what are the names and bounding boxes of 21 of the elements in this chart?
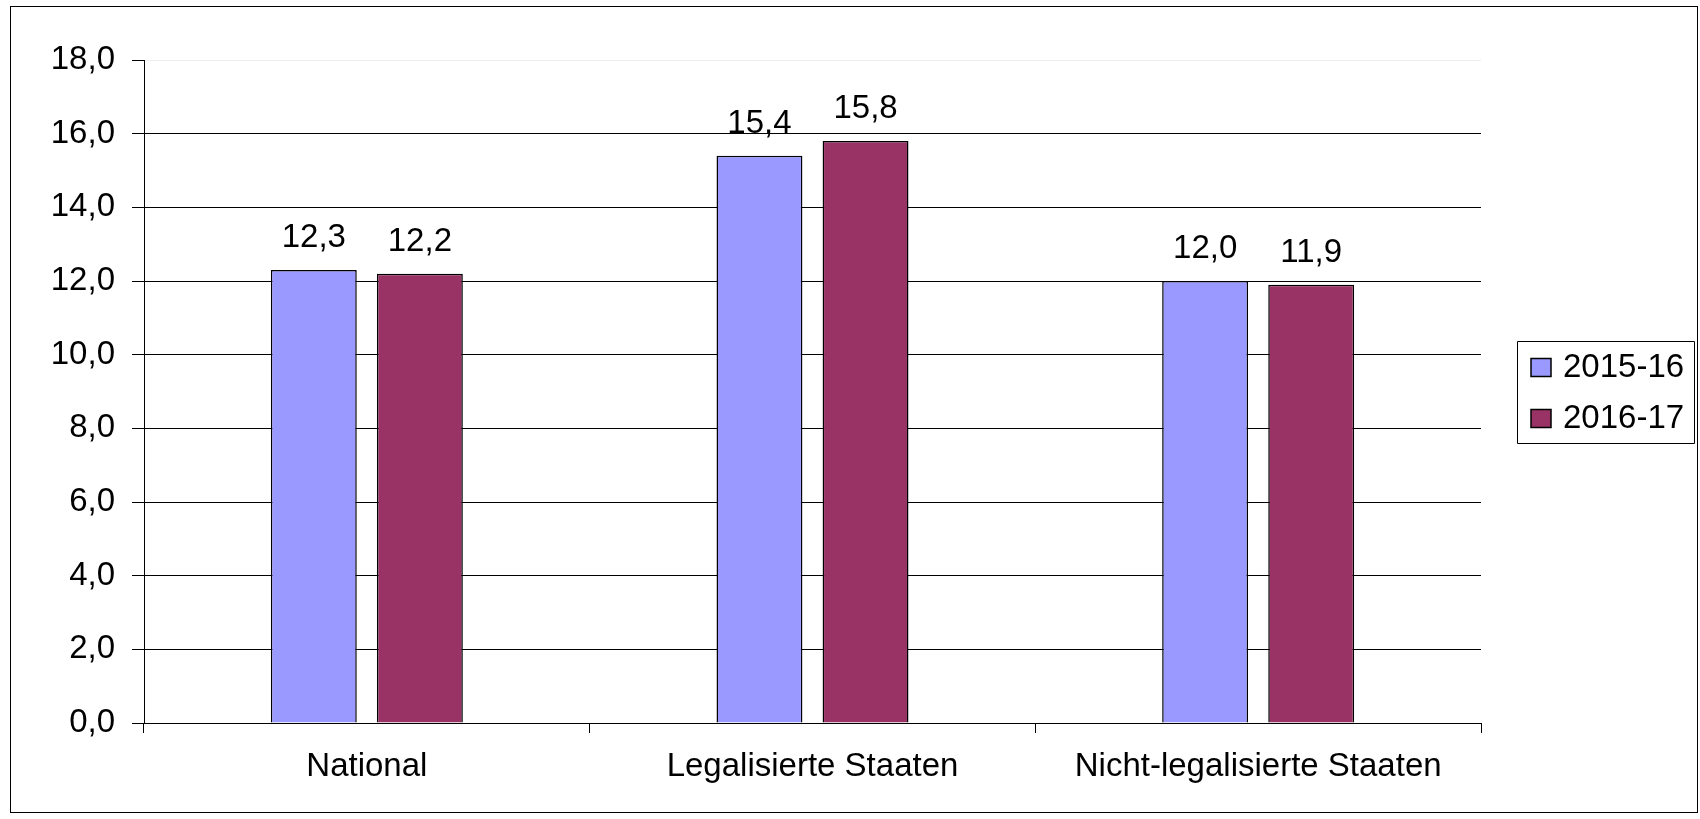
x-tick-label: Nicht-legalisierte Staaten [1074,745,1442,783]
data-label: 15,8 [833,88,898,126]
y-tick-label: 4,0 [69,554,115,592]
y-tick-label: 8,0 [69,407,115,445]
data-label: 12,3 [281,216,346,254]
data-label: 15,4 [727,102,792,140]
x-tick-label: Legalisierte Staaten [666,745,959,783]
data-label: 12,2 [387,220,452,258]
x-tick-label: National [306,745,428,783]
data-label: 11,9 [1280,231,1343,269]
y-tick-label: 6,0 [69,481,115,519]
legend-label: 2016-17 [1563,397,1685,435]
y-tick-label: 18,0 [50,39,115,77]
y-tick-label: 0,0 [69,702,115,740]
y-tick-label: 12,0 [50,260,115,298]
y-tick-label: 10,0 [50,333,115,371]
legend-label: 2015-16 [1563,346,1685,384]
data-label: 12,0 [1173,228,1238,265]
y-tick-label: 14,0 [50,186,115,224]
y-tick-label: 16,0 [50,112,115,150]
y-tick-label: 2,0 [69,628,115,666]
